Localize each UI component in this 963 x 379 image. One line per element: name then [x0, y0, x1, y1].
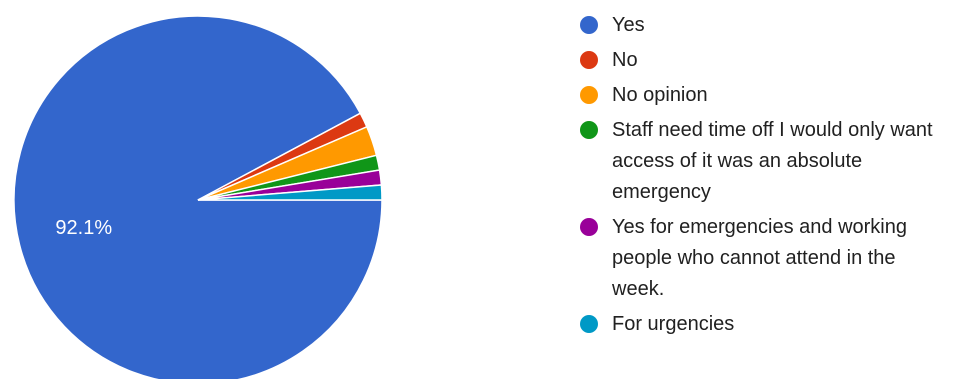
pie-plot-area: 92.1%	[13, 15, 383, 379]
legend-swatch-1	[580, 51, 598, 69]
legend-swatch-0	[580, 16, 598, 34]
pie-slice-0	[13, 15, 383, 379]
legend-label-5: For urgencies	[612, 313, 735, 335]
legend-item-4: Yes for emergencies and working people w…	[580, 212, 960, 305]
legend-item-1: No	[580, 45, 960, 76]
pie-slice-5	[197, 184, 383, 201]
legend-label-3: Staff need time off I would only want ac…	[612, 119, 933, 203]
legend-item-5: For urgencies	[580, 309, 960, 340]
chart-legend: Yes No No opinion Staff need time off I wou…	[580, 10, 960, 344]
legend-label-4: Yes for emergencies and working people w…	[612, 216, 907, 300]
legend-label-1: No	[612, 49, 638, 71]
legend-item-0: Yes	[580, 10, 960, 41]
legend-swatch-5	[580, 315, 598, 333]
pie-slices	[13, 15, 383, 379]
pie-data-label-0: 92.1%	[55, 217, 112, 239]
legend-label-0: Yes	[612, 14, 645, 36]
legend-label-2: No opinion	[612, 84, 708, 106]
legend-item-2: No opinion	[580, 80, 960, 111]
pie-data-labels: 92.1%	[55, 217, 112, 239]
legend-swatch-4	[580, 218, 598, 236]
legend-swatch-2	[580, 86, 598, 104]
legend-swatch-3	[580, 121, 598, 139]
legend-item-3: Staff need time off I would only want ac…	[580, 115, 960, 208]
